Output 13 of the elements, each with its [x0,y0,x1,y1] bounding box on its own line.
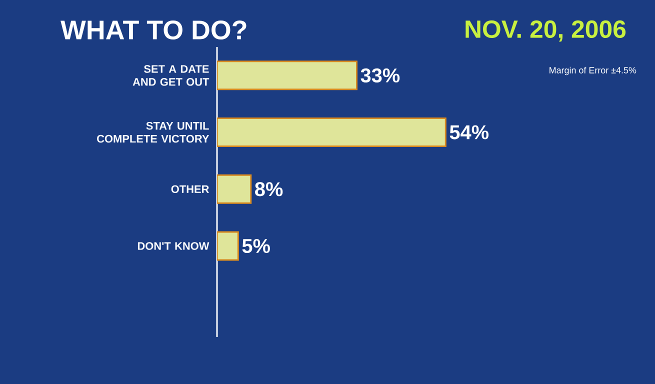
data-label: 5% [242,239,270,254]
y-tick-label: DON'T KNOW [138,242,210,250]
y-tick-label: OTHER [171,185,210,194]
bar [217,118,446,148]
y-tick-label: SET A DATE AND GET OUT [132,65,210,86]
text: Margin of Error ±4.5% [550,66,636,76]
text: NOV. 20, 2006 [466,20,626,42]
bar [217,60,358,90]
data-label: 8% [255,182,283,196]
data-label: 54% [450,125,489,140]
data-label: 33% [360,68,400,82]
chart-title: WHAT TO DO? [60,20,246,40]
y-tick-label: STAY UNTIL COMPLETE VICTORY [97,122,210,143]
